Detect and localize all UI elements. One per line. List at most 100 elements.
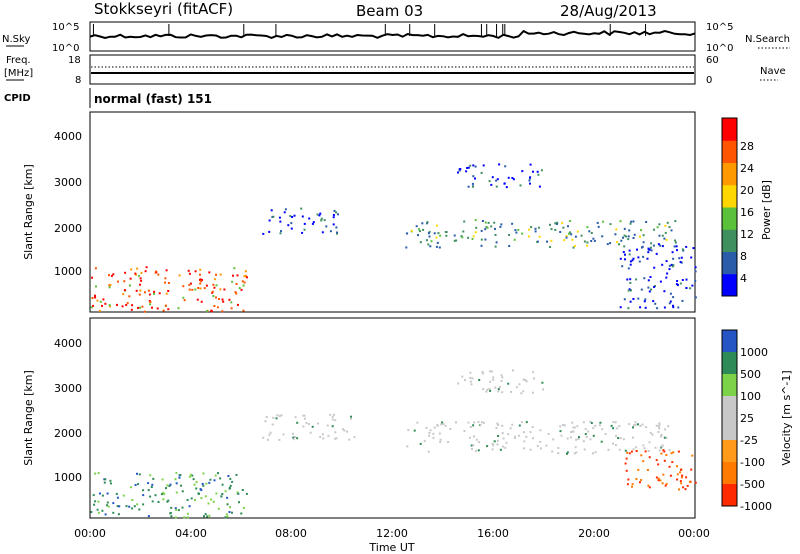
data-cell [272, 416, 275, 419]
data-cell [676, 249, 678, 252]
data-cell [436, 241, 439, 244]
data-cell [167, 308, 170, 311]
data-cell [213, 278, 216, 281]
data-cell [109, 479, 112, 482]
data-cell [561, 221, 564, 224]
data-cell [652, 300, 655, 303]
data-cell [278, 415, 281, 418]
data-cell [290, 222, 293, 225]
data-cell [187, 269, 190, 272]
x-tick: 20:00 [578, 527, 610, 540]
data-cell [106, 492, 109, 495]
data-cell [427, 450, 430, 453]
data-cell [675, 245, 678, 248]
data-cell [238, 287, 241, 290]
data-cell [672, 296, 675, 299]
data-cell [200, 280, 203, 283]
data-cell [206, 515, 209, 518]
velocity-colorbar-swatch [722, 462, 737, 485]
data-cell [572, 426, 575, 429]
velocity-cbar-tick: -1000 [740, 500, 772, 513]
data-cell [335, 211, 338, 214]
data-cell [583, 240, 586, 243]
data-cell [133, 505, 136, 508]
data-cell [147, 489, 150, 492]
data-cell [494, 386, 497, 389]
data-cell [559, 231, 562, 233]
data-cell [439, 234, 442, 237]
data-cell [659, 435, 662, 438]
data-cell [164, 277, 167, 280]
data-cell [219, 273, 222, 276]
power-panel: Slant Range [km] 1000 2000 3000 4000 [22, 111, 697, 313]
data-cell [519, 184, 522, 187]
data-cell [472, 444, 475, 447]
data-cell [200, 300, 203, 303]
data-cell [211, 310, 213, 313]
power-cbar-tick: 20 [740, 184, 754, 197]
data-cell [130, 308, 133, 311]
data-cell [610, 424, 613, 427]
x-axis-label: Time UT [368, 541, 414, 554]
data-cell [619, 306, 622, 309]
data-cell [212, 283, 215, 286]
data-cell [616, 427, 619, 430]
data-cell [432, 432, 435, 435]
data-cell [536, 444, 539, 447]
data-cell [305, 421, 308, 424]
data-cell [341, 428, 344, 431]
data-cell [536, 170, 539, 173]
data-cell [658, 223, 661, 226]
data-cell [587, 430, 590, 433]
data-cell [182, 285, 185, 288]
data-cell [208, 481, 211, 484]
velocity-colorbar-swatch [722, 374, 737, 397]
data-cell [628, 249, 631, 252]
data-cell [294, 435, 296, 438]
data-cell [473, 421, 476, 424]
data-cell [592, 452, 594, 455]
data-cell [529, 176, 532, 179]
data-cell [536, 240, 539, 243]
data-cell [405, 246, 408, 249]
data-cell [489, 380, 492, 383]
velocity-colorbar-frame [721, 329, 738, 507]
data-cell [177, 307, 180, 310]
data-cell [518, 424, 521, 427]
data-cell [528, 235, 530, 238]
data-cell [680, 476, 683, 479]
x-tick: 12:00 [376, 527, 408, 540]
power-ytick: 3000 [54, 176, 82, 189]
data-cell [149, 300, 152, 303]
data-cell [629, 263, 632, 266]
data-cell [291, 432, 294, 435]
data-cell [227, 475, 230, 477]
data-cell [226, 515, 229, 518]
data-cell [685, 245, 688, 248]
data-cell [94, 472, 97, 475]
nsky-ytick-bottom: 10^0 [52, 43, 79, 54]
data-cell [143, 310, 146, 313]
data-cell [109, 482, 112, 485]
data-cell [426, 222, 429, 225]
data-cell [97, 500, 100, 503]
data-cell [436, 424, 439, 427]
data-cell [566, 451, 569, 454]
data-cell [639, 481, 641, 484]
data-cell [334, 431, 337, 434]
data-cell [492, 378, 495, 381]
velocity-cbar-tick: -25 [740, 434, 758, 447]
data-cell [331, 425, 334, 428]
data-cell [325, 225, 328, 228]
data-cell [426, 221, 429, 224]
data-cell [635, 450, 638, 452]
data-cell [243, 275, 246, 278]
data-cell [104, 302, 107, 305]
data-cell [573, 452, 576, 455]
data-cell [609, 242, 612, 245]
data-cell [444, 424, 447, 427]
data-cell [128, 505, 131, 508]
data-cell [639, 235, 641, 238]
data-cell [131, 507, 134, 510]
data-cell [633, 424, 636, 427]
